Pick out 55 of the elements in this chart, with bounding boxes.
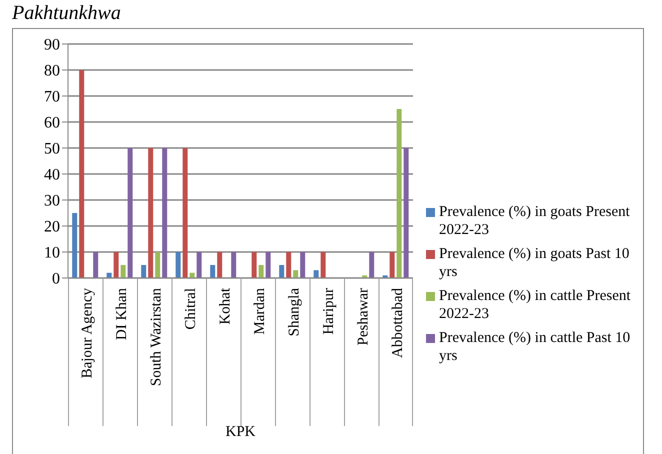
bar [320, 252, 326, 278]
legend-label: Prevalence (%) in cattle Present 2022-23 [439, 287, 632, 323]
bar [148, 148, 154, 278]
bar [210, 265, 216, 278]
bar [176, 252, 181, 278]
x-tick-label: South Wazirstan [148, 288, 164, 386]
y-tick-label: 10 [44, 244, 60, 262]
bar [396, 109, 402, 278]
bar [314, 270, 319, 278]
bar [279, 265, 284, 278]
y-tick-label: 0 [52, 270, 60, 288]
x-tick-label: Abbottabad [390, 288, 406, 358]
bar [266, 252, 271, 278]
y-tick-label: 60 [44, 114, 60, 132]
x-axis-title: KPK [225, 424, 256, 440]
bar [390, 252, 395, 278]
x-tick-label: DI Khan [114, 288, 130, 340]
bar [128, 148, 133, 278]
bar [79, 70, 84, 278]
bar [155, 252, 160, 278]
x-tick-label: Shangla [286, 288, 302, 336]
bar [293, 270, 298, 278]
x-tick-label: Kohat [217, 287, 234, 325]
legend-label: Prevalence (%) in goats Past 10 yrs [439, 245, 630, 281]
bar [286, 252, 292, 278]
legend-label: Prevalence (%) in cattle Past 10 yrs [439, 329, 632, 365]
bar [217, 252, 222, 278]
x-tick-label: Mardan [252, 288, 268, 335]
y-tick-label: 50 [44, 140, 60, 158]
bar [404, 148, 409, 278]
y-tick-label: 90 [44, 36, 60, 54]
x-tick-label: Peshawar [355, 288, 372, 346]
y-tick-label: 40 [44, 166, 60, 184]
x-tick-label: Chitral [182, 288, 199, 330]
bar [300, 252, 306, 278]
bar [258, 265, 264, 278]
bar [252, 252, 257, 278]
bar [120, 265, 126, 278]
y-tick-label: 80 [44, 62, 60, 80]
legend-label: Prevalence (%) in goats Present 2022-23 [439, 203, 631, 239]
bar [93, 252, 98, 278]
x-tick-label: Bajour Agency [79, 288, 96, 378]
bar [182, 148, 188, 278]
bar [114, 252, 119, 278]
y-tick-label: 30 [44, 192, 60, 210]
bar [369, 252, 374, 278]
bar [141, 265, 146, 278]
y-tick-label: 20 [44, 218, 60, 236]
chart-title: Pakhtunkhwa [12, 2, 121, 25]
bar [72, 213, 78, 278]
x-tick-label: Haripur [320, 288, 337, 335]
bar [162, 148, 168, 278]
bar [196, 252, 202, 278]
y-tick-label: 70 [44, 88, 60, 106]
bar [231, 252, 236, 278]
